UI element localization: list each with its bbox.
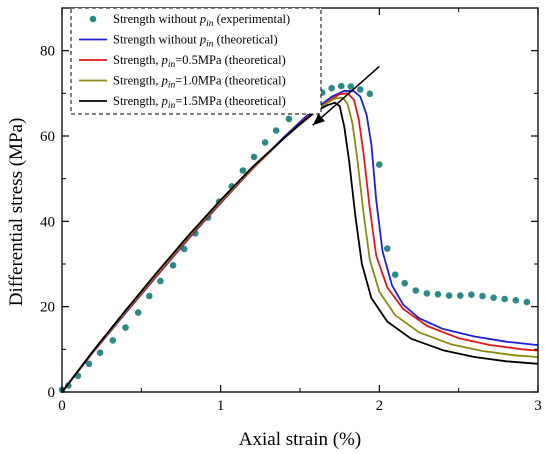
data-point [512, 297, 520, 304]
data-point [501, 295, 509, 303]
data-point [445, 292, 453, 299]
data-point [391, 271, 399, 279]
legend: Strength without pin (experimental) Stren… [70, 7, 322, 115]
data-point [523, 298, 531, 306]
data-point [338, 82, 345, 90]
data-point [239, 167, 247, 174]
data-point [272, 127, 280, 134]
data-point [285, 115, 293, 123]
data-point [384, 245, 391, 252]
data-point [376, 161, 383, 168]
data-point [366, 90, 374, 98]
data-point [96, 349, 104, 357]
legend-label: Strength, pin=1.0MPa (theoretical) [113, 74, 286, 91]
y-tick-label: 0 [48, 385, 56, 401]
data-point [357, 86, 364, 93]
data-point [169, 262, 177, 269]
annotation-arrow-shaft [312, 65, 380, 126]
x-tick-label: 0 [58, 398, 66, 414]
y-tick-label: 80 [40, 44, 55, 60]
data-point [122, 324, 129, 331]
data-point [479, 292, 486, 300]
x-tick-label: 1 [217, 398, 225, 414]
data-point [457, 292, 464, 299]
data-point [434, 291, 442, 298]
data-point [109, 337, 117, 344]
data-point [85, 360, 93, 368]
x-axis-title: Axial strain (%) [239, 429, 361, 450]
y-tick-label: 20 [40, 300, 55, 316]
data-point [412, 287, 420, 294]
data-point [401, 279, 409, 287]
data-point [490, 294, 497, 302]
data-point [261, 139, 269, 146]
legend-label: Strength, pin=0.5MPa (theoretical) [113, 53, 286, 70]
x-tick-label: 3 [534, 398, 542, 414]
legend-marker [89, 15, 97, 23]
y-axis-title: Differential stress (MPa) [6, 118, 27, 307]
y-tick-label: 40 [40, 214, 55, 230]
legend-box [70, 7, 322, 115]
data-point [347, 83, 355, 90]
data-point [250, 153, 258, 161]
legend-label: Strength without pin (experimental) [113, 12, 290, 29]
data-layer [58, 65, 539, 394]
y-tick-label: 60 [40, 129, 55, 145]
annotation-arrow-head [312, 113, 325, 126]
data-point [157, 277, 164, 285]
data-point [468, 291, 475, 299]
legend-label: Strength, pin=1.5MPa (theoretical) [113, 94, 286, 111]
x-tick-label: 2 [376, 398, 384, 414]
legend-label: Strength without pin (theoretical) [113, 33, 278, 50]
data-point [146, 292, 153, 300]
data-point [423, 290, 431, 297]
data-point [328, 84, 336, 92]
data-point [180, 245, 188, 253]
data-point [134, 309, 142, 316]
